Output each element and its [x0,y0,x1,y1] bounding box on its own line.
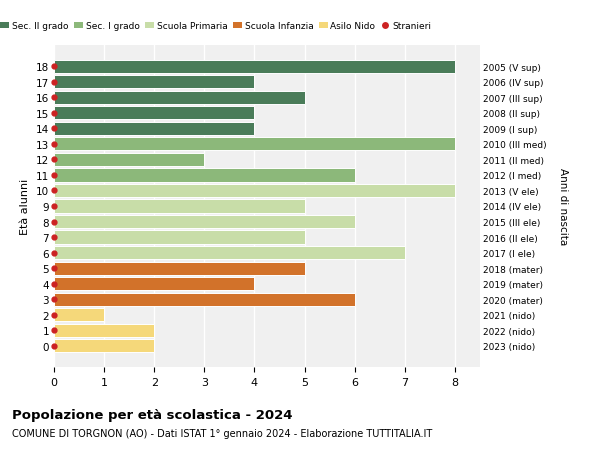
Bar [54,76,254,89]
Bar [54,215,355,229]
Bar [54,91,305,105]
Bar [54,200,305,213]
Bar [54,231,305,244]
Bar [54,339,154,353]
Bar [54,61,455,74]
Bar [54,185,455,198]
Bar [54,153,205,167]
Y-axis label: Anni di nascita: Anni di nascita [557,168,568,245]
Bar [54,277,254,291]
Bar [54,107,254,120]
Legend: Sec. II grado, Sec. I grado, Scuola Primaria, Scuola Infanzia, Asilo Nido, Stran: Sec. II grado, Sec. I grado, Scuola Prim… [0,18,435,34]
Text: Popolazione per età scolastica - 2024: Popolazione per età scolastica - 2024 [12,408,293,421]
Bar [54,169,355,182]
Bar [54,262,305,275]
Bar [54,324,154,337]
Bar [54,293,355,306]
Bar [54,246,405,260]
Y-axis label: Età alunni: Età alunni [20,179,31,235]
Bar [54,138,455,151]
Bar [54,308,104,322]
Text: COMUNE DI TORGNON (AO) - Dati ISTAT 1° gennaio 2024 - Elaborazione TUTTITALIA.IT: COMUNE DI TORGNON (AO) - Dati ISTAT 1° g… [12,428,432,438]
Bar [54,123,254,136]
